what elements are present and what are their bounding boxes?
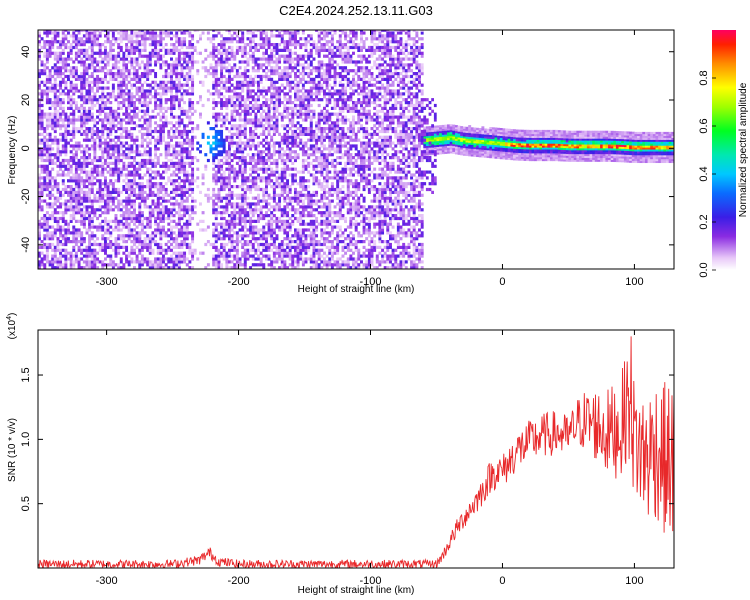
spectrogram-y-label: Frequency (Hz): [7, 116, 18, 185]
spectrogram-y-ticks: -40 -20 0 20 40: [20, 46, 674, 253]
snr-x-tick-label: -100: [359, 575, 381, 587]
spectrogram-x-tick-label: -300: [96, 276, 118, 288]
colorbar-tick-label: 0.0: [698, 262, 710, 277]
colorbar-gradient: [712, 30, 736, 270]
spectrogram-x-tick-label: -100: [359, 276, 381, 288]
spectrogram-y-tick-label: -20: [20, 189, 32, 205]
snr-y-tick-label: 0.5: [20, 496, 32, 511]
colorbar: 0.0 0.2 0.4 0.6 0.8 Normalized spectral ampl…: [698, 30, 749, 278]
snr-x-tick-label: 0: [499, 575, 505, 587]
colorbar-tick-label: 0.4: [698, 166, 710, 181]
snr-x-tick-label: -200: [228, 575, 250, 587]
snr-scale-label: (x104): [6, 313, 18, 340]
spectrogram-x-ticks: -300 -200 -100 0 100: [96, 30, 644, 288]
snr-x-ticks: -300 -200 -100 0 100: [96, 330, 644, 587]
snr-panel: -300 -200 -100 0 100 0.5 1.0 1.5 Height of str…: [6, 313, 675, 596]
snr-x-tick-label: 100: [625, 575, 643, 587]
snr-y-ticks: 0.5 1.0 1.5: [20, 367, 674, 511]
spectrogram-x-tick-label: -200: [228, 276, 250, 288]
snr-x-tick-label: -300: [96, 575, 118, 587]
spectrogram-y-tick-label: 20: [20, 94, 32, 106]
colorbar-tick-label: 0.2: [698, 214, 710, 229]
snr-y-tick-label: 1.5: [20, 367, 32, 382]
spectrogram-x-tick-label: 0: [499, 276, 505, 288]
chart-title: C2E4.2024.252.13.11.G03: [279, 3, 433, 18]
colorbar-label: Normalized spectral amplitude: [738, 82, 749, 217]
snr-y-label: SNR (10 * v/v): [7, 418, 18, 482]
colorbar-tick-label: 0.6: [698, 118, 710, 133]
snr-frame: [37, 329, 675, 569]
colorbar-ticks: 0.0 0.2 0.4 0.6 0.8: [698, 70, 716, 278]
colorbar-tick-label: 0.8: [698, 70, 710, 85]
spectrogram-x-label: Height of straight line (km): [298, 284, 415, 295]
snr-y-tick-label: 1.0: [20, 432, 32, 447]
snr-series-line: [38, 336, 674, 568]
snr-x-label: Height of straight line (km): [298, 585, 415, 596]
spectrogram-y-tick-label: 40: [20, 46, 32, 58]
spectrogram-frame: [37, 29, 675, 270]
spectrogram-x-tick-label: 100: [625, 276, 643, 288]
spectrogram-cells: [38, 30, 674, 269]
spectrogram-y-tick-label: -40: [20, 237, 32, 253]
spectrogram-y-tick-label: 0: [20, 145, 32, 151]
